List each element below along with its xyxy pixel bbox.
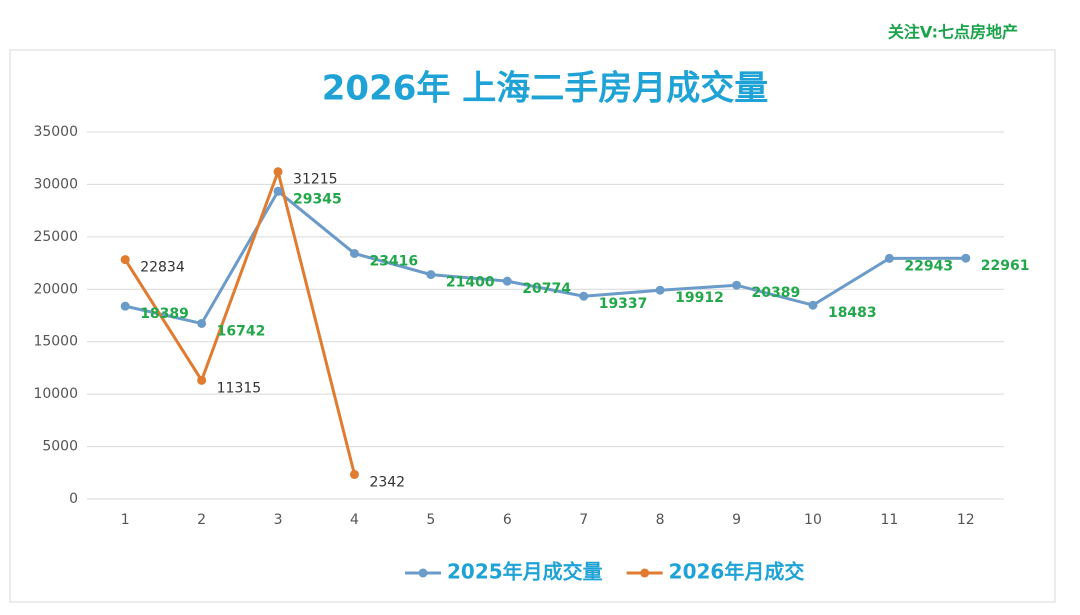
x-tick-label: 5 — [426, 512, 435, 528]
y-tick-label: 25000 — [33, 229, 78, 245]
data-point — [120, 301, 130, 311]
data-label: 18483 — [828, 305, 877, 321]
data-point — [349, 248, 359, 258]
legend-marker — [418, 568, 428, 578]
y-tick-label: 0 — [69, 491, 78, 507]
data-point — [197, 375, 207, 385]
legend-marker — [640, 568, 650, 578]
data-label: 22834 — [140, 260, 185, 276]
x-tick-label: 3 — [274, 512, 283, 528]
data-label: 16742 — [217, 323, 266, 339]
data-label: 2342 — [369, 474, 405, 490]
y-tick-label: 5000 — [42, 439, 78, 455]
x-tick-label: 9 — [732, 512, 741, 528]
data-point — [120, 255, 130, 265]
x-tick-label: 2 — [197, 512, 206, 528]
x-tick-label: 6 — [503, 512, 512, 528]
data-label: 18389 — [140, 306, 189, 322]
data-label: 19912 — [675, 290, 724, 306]
legend-label: 2025年月成交量 — [447, 560, 603, 584]
data-label: 23416 — [369, 253, 418, 269]
data-label: 31215 — [293, 172, 338, 188]
data-label: 20774 — [522, 281, 571, 297]
data-label: 29345 — [293, 191, 342, 207]
data-point — [808, 300, 818, 310]
data-point — [655, 285, 665, 295]
data-label: 11315 — [217, 380, 262, 396]
data-point — [884, 253, 894, 263]
x-tick-label: 12 — [957, 512, 975, 528]
x-tick-label: 10 — [804, 512, 822, 528]
x-tick-label: 11 — [880, 512, 898, 528]
y-tick-label: 30000 — [33, 176, 78, 192]
data-point — [502, 276, 512, 286]
watermark: 关注V:七点房地产 — [888, 23, 1018, 42]
series-line — [123, 166, 356, 475]
y-tick-label: 35000 — [33, 124, 78, 140]
x-tick-label: 8 — [656, 512, 665, 528]
data-label: 21400 — [446, 275, 495, 291]
data-point — [426, 270, 436, 280]
chart-title: 2026年 上海二手房月成交量 — [322, 69, 768, 109]
data-point — [579, 291, 589, 301]
data-point — [197, 318, 207, 328]
series-line — [124, 189, 966, 326]
x-tick-label: 4 — [350, 512, 359, 528]
data-label: 22943 — [904, 258, 953, 274]
data-point — [349, 469, 359, 479]
data-label: 20389 — [752, 285, 801, 301]
x-tick-label: 1 — [121, 512, 130, 528]
y-tick-label: 20000 — [33, 281, 78, 297]
data-point — [273, 186, 283, 196]
y-tick-label: 10000 — [33, 386, 78, 402]
chart-frame — [9, 49, 1056, 603]
data-label: 19337 — [599, 296, 648, 312]
legend-label: 2026年月成交 — [669, 560, 805, 584]
data-point — [732, 280, 742, 290]
y-tick-label: 15000 — [33, 334, 78, 350]
data-point — [961, 253, 971, 263]
data-point — [273, 167, 283, 177]
data-label: 22961 — [981, 258, 1030, 274]
x-tick-label: 7 — [579, 512, 588, 528]
